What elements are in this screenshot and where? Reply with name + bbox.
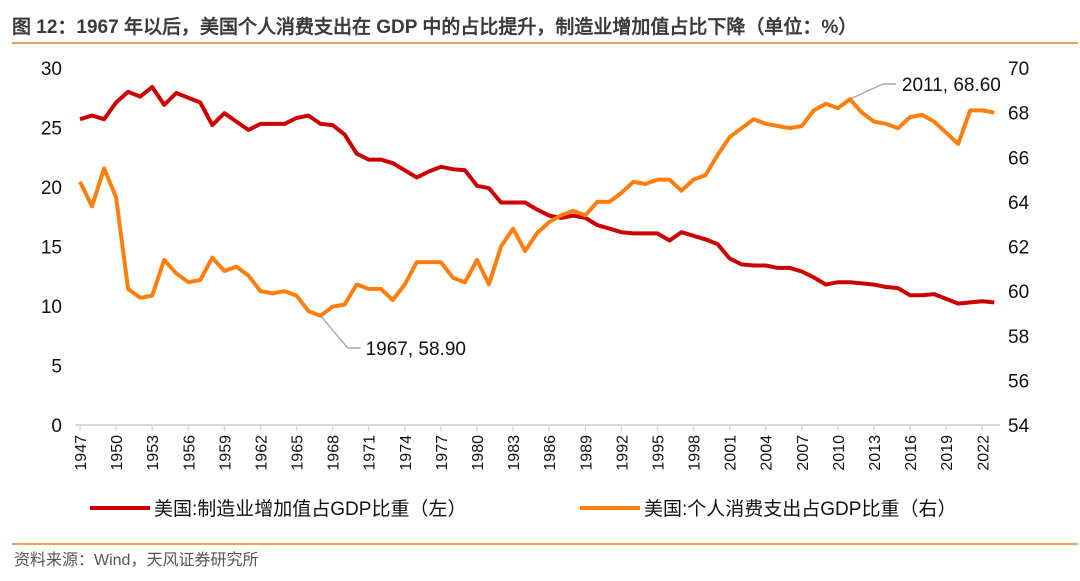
annotation-leader-1967 xyxy=(320,315,361,349)
chart-title: 图 12：1967 年以后，美国个人消费支出在 GDP 中的占比提升，制造业增加… xyxy=(12,17,858,38)
x-tick-label: 1962 xyxy=(253,435,270,471)
y-left-tick-label: 20 xyxy=(41,178,62,199)
x-tick-label: 1995 xyxy=(650,435,667,471)
legend-label: 美国:个人消费支出占GDP比重（右） xyxy=(644,498,956,520)
x-tick-label: 1989 xyxy=(578,435,595,471)
x-tick-label: 1959 xyxy=(217,435,234,471)
x-tick-label: 2001 xyxy=(723,435,740,471)
x-tick-label: 1947 xyxy=(73,435,90,471)
y-left-tick-label: 5 xyxy=(51,357,62,378)
annotation-label: 1967, 58.90 xyxy=(366,339,466,360)
x-tick-label: 1956 xyxy=(181,435,198,471)
x-tick-label: 2019 xyxy=(939,435,956,471)
y-left-tick-label: 15 xyxy=(41,238,62,259)
x-tick-label: 2004 xyxy=(759,435,776,471)
series-line-manufacturing xyxy=(79,85,995,306)
x-tick-label: 1977 xyxy=(434,435,451,471)
y-left-tick-label: 0 xyxy=(51,416,62,437)
x-tick-label: 1986 xyxy=(542,435,559,471)
x-tick-label: 1983 xyxy=(506,435,523,471)
x-tick-label: 1998 xyxy=(687,435,704,471)
x-tick-label: 1953 xyxy=(145,435,162,471)
x-tick-label: 1971 xyxy=(362,435,379,471)
y-left-tick-label: 30 xyxy=(41,59,62,80)
x-tick-label: 2016 xyxy=(903,435,920,471)
x-tick-label: 1980 xyxy=(470,435,487,471)
y-right-tick-label: 70 xyxy=(1008,59,1029,80)
x-tick-label: 1950 xyxy=(109,435,126,471)
x-tick-label: 1992 xyxy=(614,435,631,471)
source-note: 资料来源：Wind，天风证券研究所 xyxy=(14,552,259,569)
y-left-tick-label: 10 xyxy=(41,297,62,318)
series-line-consumption xyxy=(78,97,995,318)
x-tick-label: 1968 xyxy=(326,435,343,471)
y-right-tick-label: 60 xyxy=(1008,282,1029,303)
x-tick-label: 1974 xyxy=(398,435,415,471)
y-right-tick-label: 66 xyxy=(1008,148,1029,169)
title-divider xyxy=(12,42,1078,44)
x-tick-label: 2007 xyxy=(795,435,812,471)
y-right-tick-label: 64 xyxy=(1008,193,1030,214)
y-left-tick-label: 25 xyxy=(41,119,62,140)
y-right-tick-label: 62 xyxy=(1008,238,1029,259)
x-tick-label: 2013 xyxy=(867,435,884,471)
annotation-leader-2011 xyxy=(849,83,896,100)
legend-label: 美国:制造业增加值占GDP比重（左） xyxy=(154,498,466,520)
y-right-tick-label: 58 xyxy=(1008,327,1029,348)
x-tick-label: 2010 xyxy=(831,435,848,471)
y-right-tick-label: 68 xyxy=(1008,104,1029,125)
annotation-label: 2011, 68.60 xyxy=(902,75,1001,96)
y-right-tick-label: 54 xyxy=(1008,416,1030,437)
y-right-tick-label: 56 xyxy=(1008,371,1029,392)
source-divider xyxy=(12,543,1078,545)
x-tick-label: 2022 xyxy=(975,435,992,471)
x-tick-label: 1965 xyxy=(290,435,307,471)
